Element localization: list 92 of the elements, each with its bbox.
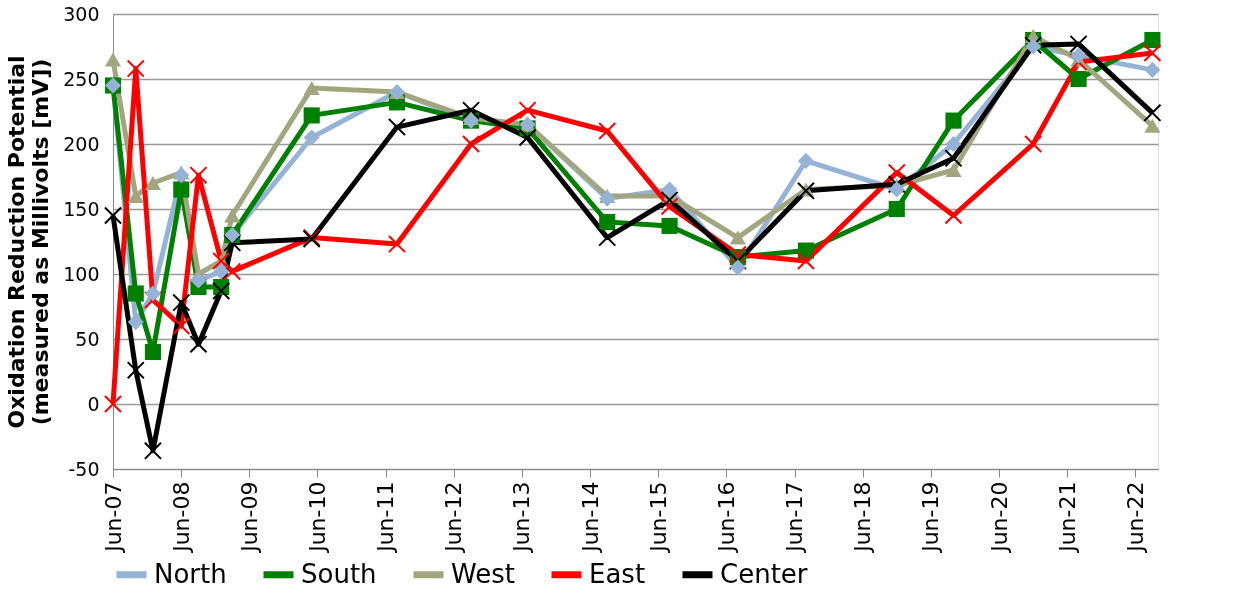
- point: [144, 176, 161, 190]
- x-tick-label: Jun-17: [782, 481, 808, 554]
- point: [518, 101, 537, 120]
- point: [599, 213, 616, 231]
- point: [797, 152, 814, 169]
- point: [172, 293, 191, 312]
- point: [1024, 134, 1043, 154]
- x-tick-label: Jun-12: [441, 481, 467, 554]
- point: [598, 121, 617, 141]
- point: [1069, 34, 1088, 53]
- point: [127, 189, 144, 203]
- x-tick-label: Jun-08: [168, 481, 194, 554]
- point: [661, 181, 678, 198]
- point: [223, 233, 242, 252]
- point: [126, 361, 145, 380]
- y-tick-label: 50: [75, 327, 100, 350]
- point: [144, 285, 161, 302]
- point: [1143, 103, 1162, 122]
- point: [144, 343, 161, 361]
- point: [104, 52, 122, 67]
- point: [223, 262, 242, 281]
- x-tick-label: Jun-18: [850, 481, 876, 554]
- point: [945, 163, 962, 177]
- point: [1069, 53, 1088, 72]
- point: [1070, 70, 1087, 88]
- point: [173, 181, 190, 198]
- point: [796, 251, 815, 271]
- point: [518, 128, 537, 147]
- point: [303, 107, 320, 124]
- point: [729, 230, 746, 245]
- point: [190, 272, 207, 289]
- point: [224, 208, 241, 223]
- y-tick-label: 200: [63, 132, 100, 155]
- point: [1144, 31, 1161, 49]
- y-tick-label: 300: [63, 2, 100, 25]
- point: [1143, 43, 1162, 63]
- legend-label: Center: [720, 558, 808, 589]
- point: [1144, 61, 1161, 78]
- point: [143, 441, 162, 460]
- y-tick-label: 0: [87, 392, 100, 415]
- legend-label: North: [154, 558, 227, 589]
- point: [461, 134, 481, 154]
- x-tick-label: Jun-21: [1054, 481, 1080, 554]
- point: [189, 335, 208, 354]
- point: [728, 245, 747, 264]
- x-tick-label: Jun-22: [1122, 481, 1148, 554]
- point: [1070, 47, 1087, 64]
- point: [661, 217, 678, 234]
- x-tick-label: Jun-13: [509, 481, 535, 554]
- point: [945, 135, 962, 153]
- point: [598, 228, 617, 247]
- x-tick-label: Jun-14: [577, 481, 603, 554]
- x-tick-label: Jun-16: [713, 481, 739, 554]
- legend-label: East: [589, 558, 646, 589]
- y-tick-label: -50: [68, 457, 100, 480]
- x-tick-label: Jun-07: [100, 481, 126, 554]
- point: [944, 149, 963, 168]
- point: [126, 59, 145, 78]
- point: [172, 316, 191, 336]
- point: [728, 251, 747, 271]
- y-axis-title: Oxidation Reduction Potential (measured as Millivolts [mV]): [4, 55, 54, 429]
- y-tick-label: 150: [63, 197, 100, 220]
- point: [303, 81, 320, 96]
- x-tick-label: Jun-20: [986, 481, 1012, 554]
- legend-label: South: [301, 558, 377, 589]
- x-tick-label: Jun-09: [236, 481, 262, 554]
- point: [660, 190, 679, 209]
- point: [888, 181, 905, 198]
- legend-label: West: [451, 558, 515, 589]
- x-tick-label: Jun-10: [304, 481, 330, 554]
- x-tick-label: Jun-11: [373, 481, 399, 554]
- point: [213, 263, 230, 280]
- point: [387, 118, 407, 137]
- point: [103, 394, 123, 414]
- y-tick-label: 100: [63, 262, 100, 285]
- point: [888, 200, 905, 218]
- point: [1144, 118, 1161, 133]
- point: [303, 129, 320, 146]
- x-tick-label: Jun-19: [918, 481, 944, 554]
- point: [660, 197, 679, 216]
- point: [461, 101, 481, 120]
- point: [103, 206, 123, 225]
- point: [189, 166, 208, 185]
- point: [945, 112, 962, 129]
- point: [599, 190, 616, 207]
- y-tick-label: 250: [63, 67, 100, 90]
- point: [127, 285, 144, 302]
- point: [212, 281, 231, 300]
- point: [729, 259, 746, 276]
- point: [173, 167, 190, 184]
- point: [387, 235, 407, 254]
- x-tick-label: Jun-15: [645, 481, 671, 554]
